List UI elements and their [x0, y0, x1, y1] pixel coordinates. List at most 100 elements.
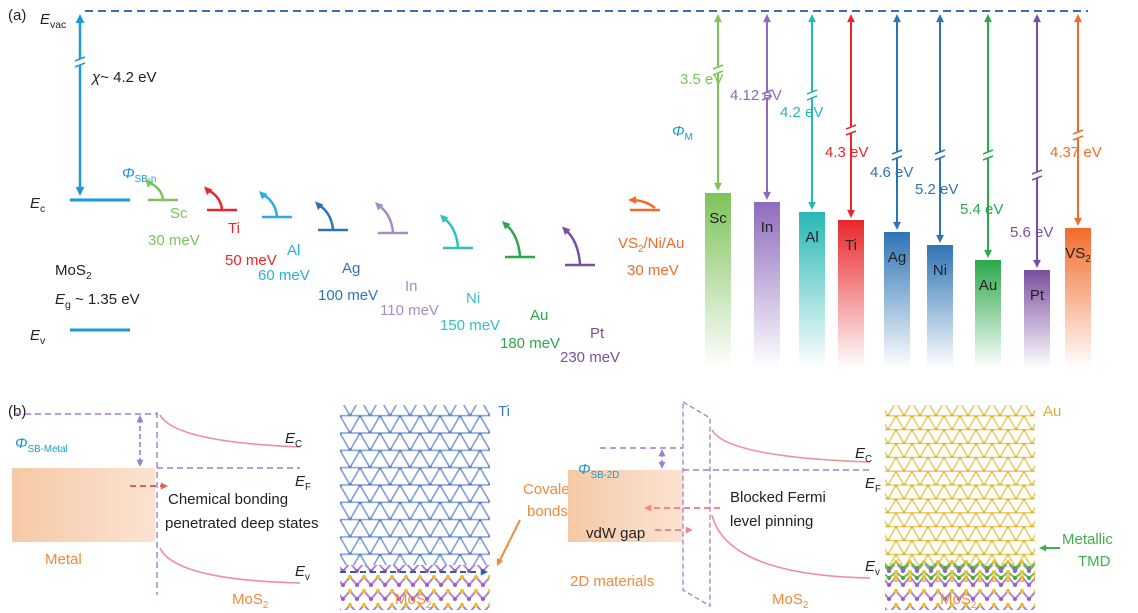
label: (a) — [8, 7, 26, 24]
arrowhead — [984, 14, 992, 22]
label: ΦM — [672, 123, 693, 143]
metallic-tmd-layer — [885, 560, 1035, 582]
label: 230 meV — [560, 349, 620, 366]
label: 30 meV — [627, 262, 679, 279]
label: MoS2 — [772, 591, 808, 611]
label: 4.12 eV — [730, 87, 782, 104]
arrowhead — [847, 210, 855, 218]
label: Pt — [1030, 287, 1045, 304]
label: 5.2 eV — [915, 181, 958, 198]
label-part: v — [40, 336, 46, 347]
barrier-arrow — [505, 224, 520, 256]
label-part: C — [865, 454, 872, 465]
label: 110 meV — [380, 302, 439, 319]
label: 4.6 eV — [870, 164, 913, 181]
barrier-arrow — [262, 194, 277, 216]
label-part: v — [875, 567, 880, 578]
label: Metallic — [1062, 531, 1113, 548]
label: ΦSB-Metal — [15, 435, 68, 455]
label: VS2/Ni/Au — [618, 235, 684, 255]
label: 2D materials — [570, 573, 654, 590]
arrowhead — [808, 14, 816, 22]
label: 5.4 eV — [960, 201, 1003, 218]
label: (b) — [8, 403, 26, 420]
metal-lattice — [340, 405, 490, 565]
arrowhead — [161, 483, 168, 490]
metal-lattice — [885, 405, 1035, 565]
label: vdW gap — [586, 525, 645, 542]
label: Ec — [30, 195, 45, 215]
barrier-arrow — [565, 230, 580, 265]
label: MoS2 — [232, 591, 268, 611]
label: bonds — [527, 503, 568, 520]
arrowhead — [1033, 260, 1041, 268]
label: Ni — [466, 290, 480, 307]
label: Chemical bonding — [168, 491, 288, 508]
label: Al — [805, 229, 818, 246]
label: χ~ 4.2 eV — [90, 69, 157, 86]
label: 4.3 eV — [825, 144, 868, 161]
barrier-arrow — [318, 205, 333, 230]
label: TMD — [1078, 553, 1111, 570]
vdw-gap-plane — [683, 402, 710, 606]
label: Au — [1043, 403, 1061, 420]
label-part: F — [305, 482, 311, 493]
label-part: ~ 1.35 eV — [71, 291, 140, 308]
label-part: 2 — [971, 600, 976, 611]
label-part: F — [875, 484, 881, 495]
label-part: ~ 4.2 eV — [100, 69, 156, 86]
arrowhead — [137, 460, 144, 467]
label: Au — [530, 307, 548, 324]
label: In — [761, 219, 774, 236]
arrowhead — [659, 462, 666, 469]
label: Ti — [498, 403, 510, 420]
label: penetrated deep states — [165, 515, 318, 532]
label-part: 2 — [263, 600, 268, 611]
label-part: MoS — [395, 591, 426, 608]
label-part: 2 — [426, 600, 431, 611]
label: Ni — [933, 262, 947, 279]
arrowhead — [847, 14, 855, 22]
label: 180 meV — [500, 335, 560, 352]
label: Ag — [888, 249, 906, 266]
label: EF — [865, 475, 881, 495]
arrowhead — [686, 527, 693, 534]
label: Pt — [590, 325, 605, 342]
label-part: Φ — [672, 123, 685, 140]
label: 100 meV — [318, 287, 378, 304]
arrowhead — [984, 250, 992, 258]
arrowhead — [1074, 14, 1082, 22]
label-part: MoS — [55, 262, 86, 279]
label: EF — [295, 473, 311, 493]
arrowhead — [714, 14, 722, 22]
label-part: C — [295, 439, 302, 450]
label-part: MoS — [940, 591, 971, 608]
label-part: VS — [1065, 245, 1085, 262]
arrowhead — [1074, 218, 1082, 226]
label: Ti — [228, 220, 240, 237]
label-part: 2 — [803, 600, 808, 611]
note-arrow — [500, 520, 520, 560]
arrowhead — [76, 14, 85, 23]
barrier-arrow — [443, 218, 458, 248]
label: 30 meV — [148, 232, 200, 249]
arrowhead — [714, 183, 722, 191]
label-part: v — [305, 572, 310, 583]
label: Evac — [40, 11, 66, 31]
label: Ag — [342, 260, 360, 277]
label: Blocked Fermi — [730, 489, 826, 506]
conduction-band-curve — [712, 430, 870, 462]
label: Sc — [170, 205, 188, 222]
arrowhead — [76, 187, 85, 196]
label: 5.6 eV — [1010, 224, 1053, 241]
metal-region — [12, 468, 155, 542]
label-part: Φ — [122, 165, 135, 182]
label: Metal — [45, 551, 82, 568]
label: 150 meV — [440, 317, 500, 334]
work-function-bar — [1024, 270, 1050, 368]
label-part: VS — [618, 235, 638, 252]
arrowhead — [1039, 545, 1046, 552]
label: Ev — [295, 563, 310, 583]
label-part: M — [685, 132, 693, 143]
arrowhead — [808, 202, 816, 210]
